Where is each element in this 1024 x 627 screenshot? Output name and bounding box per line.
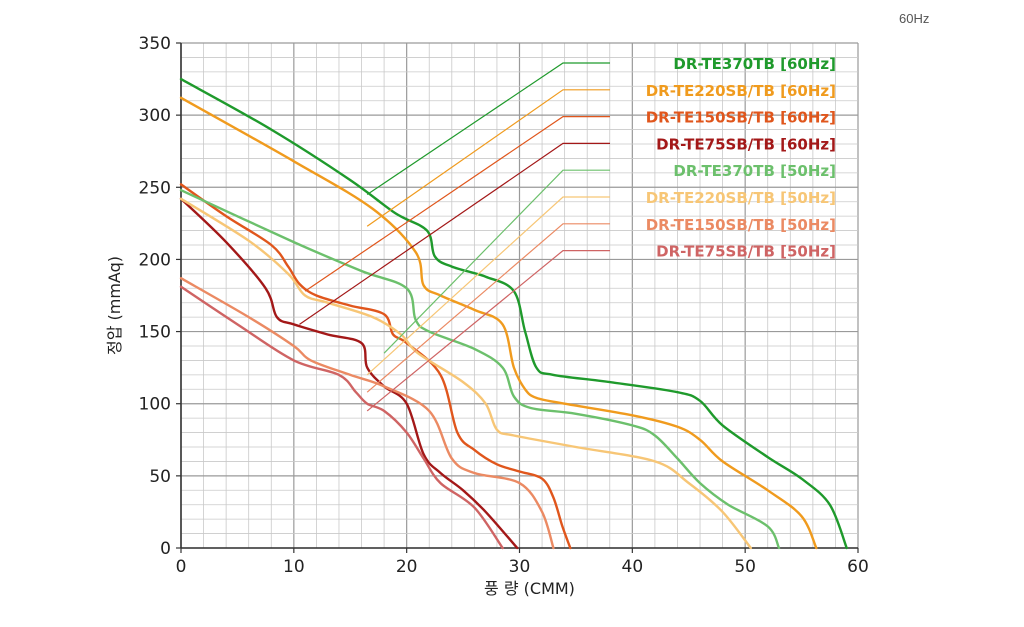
legend-leader-2 (366, 89, 610, 227)
y-tick-label: 200 (139, 250, 171, 270)
legend-leader-5 (383, 169, 610, 354)
y-tick-label: 350 (139, 34, 171, 54)
legend-leader-8 (366, 250, 610, 412)
y-tick-label: 50 (149, 467, 171, 487)
legend-label-2: DR-TE220SB/TB [60Hz] (646, 82, 836, 100)
series-group (179, 77, 848, 550)
legend-leader-1 (366, 62, 610, 195)
legend-leader-4 (299, 142, 610, 325)
y-axis-label: 정압 (mmAq) (105, 256, 124, 355)
axis-ticks: 0 10 20 30 40 50 60 0 50 100 150 200 250 300 350 (139, 34, 869, 577)
y-tick-label: 100 (139, 395, 171, 415)
y-tick-label: 250 (139, 178, 171, 198)
x-tick-label: 40 (622, 557, 644, 577)
series-line-4 (179, 197, 519, 550)
series-line-5 (179, 189, 781, 550)
y-tick-label: 300 (139, 106, 171, 126)
series-line-8 (179, 285, 504, 550)
legend-label-5: DR-TE370TB [50Hz] (673, 162, 836, 180)
x-tick-label: 60 (847, 557, 869, 577)
series-line-2 (179, 96, 818, 550)
legend-leader-6 (366, 196, 610, 376)
legend: DR-TE370TB [60Hz] DR-TE220SB/TB [60Hz] DR-… (299, 55, 836, 412)
legend-label-6: DR-TE220SB/TB [50Hz] (646, 189, 836, 207)
x-tick-label: 20 (396, 557, 418, 577)
x-tick-label: 50 (734, 557, 756, 577)
x-tick-label: 0 (176, 557, 187, 577)
corner-frequency-label: 60Hz (899, 11, 930, 26)
x-tick-label: 10 (283, 557, 305, 577)
series-line-6 (179, 197, 752, 550)
legend-leader-3 (304, 115, 610, 292)
series-line-7 (179, 277, 555, 550)
legend-leader-7 (366, 223, 610, 393)
series-line-1 (179, 77, 848, 550)
legend-label-3: DR-TE150SB/TB [60Hz] (646, 109, 836, 127)
y-tick-label: 0 (160, 539, 171, 559)
legend-label-8: DR-TE75SB/TB [50Hz] (656, 243, 836, 261)
legend-label-7: DR-TE150SB/TB [50Hz] (646, 216, 836, 234)
x-axis-label: 풍 량 (CMM) (484, 579, 575, 598)
series-line-3 (179, 183, 572, 550)
legend-label-1: DR-TE370TB [60Hz] (673, 55, 836, 73)
y-tick-label: 150 (139, 323, 171, 343)
x-tick-label: 30 (509, 557, 531, 577)
legend-label-4: DR-TE75SB/TB [60Hz] (656, 135, 836, 153)
